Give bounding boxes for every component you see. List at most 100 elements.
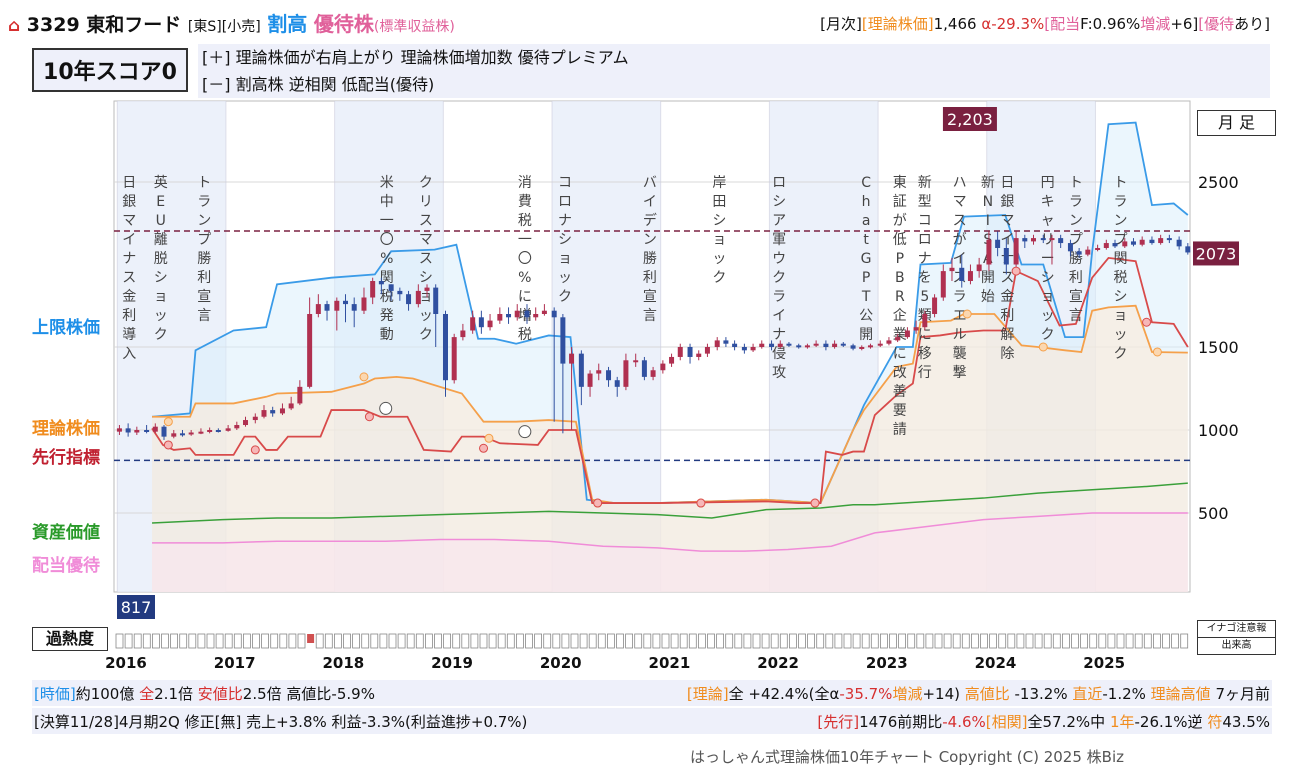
candle [551,307,557,422]
price-chart: 日銀マイナス金利導入英EU離脱ショックトランプ勝利宣言米中一〇%関税発動クリスマ… [105,100,1239,672]
event-char: 円 [1041,175,1055,191]
candle-body [524,310,530,318]
candle-body [1067,243,1073,252]
leading-marker [1142,317,1152,327]
event-char: 行 [918,365,932,381]
event-char: 公 [859,308,873,324]
event-char: C [861,175,871,191]
header-metric-part: α-29.3% [981,15,1045,33]
candle [895,333,901,343]
header-metrics: [月次][理論株価]1,466 α-29.3%[配当F:0.96%増減+6][優… [820,13,1270,34]
overheat-cell [261,633,270,649]
overheat-cell [688,633,697,649]
event-char: 攻 [772,365,786,381]
overheat-cell [825,633,834,649]
event-char: シ [419,270,433,286]
event-char: ナ [772,327,786,343]
candle-body [234,425,240,429]
candle-body [279,408,285,414]
monthly-button[interactable]: 月 足 [1197,110,1276,136]
candle [560,314,566,434]
candle-body [633,360,639,363]
overheat-cell [661,633,670,649]
event-char: ク [419,327,433,343]
candle [1095,244,1101,252]
candle [315,294,321,318]
candle-body [506,314,512,318]
event-char: が [953,232,967,248]
y-tick-label: 500 [1198,504,1229,523]
summary1-left-part: 2.1倍 [154,685,198,703]
event-char: ョ [1113,308,1127,324]
candle [1139,236,1145,247]
event-char: シ [558,232,572,248]
event-char: 請 [893,422,907,438]
overheat-cell [1116,633,1125,649]
candle-body [315,304,321,314]
candle [288,396,294,411]
candle [307,297,313,389]
event-char: ッ [712,251,726,267]
copyright: はっしゃん式理論株価10年チャート Copyright (C) 2025 株Bi… [690,748,1124,766]
overheat-cell [597,633,606,649]
candle-body [261,410,267,417]
home-icon[interactable]: ⌂ [8,16,21,36]
candle-body [660,363,666,371]
event-char: ハ [953,175,967,191]
candle [1003,238,1009,275]
candle-body [307,314,313,387]
event-char: 改 [893,365,907,381]
overheat-cell [770,633,779,649]
candle [940,264,946,301]
candle [279,403,285,416]
candle [796,343,802,349]
header-metric-part: 1,466 [933,15,982,33]
candle-body [606,370,612,381]
overheat-cell [488,633,497,649]
event-char: N [983,194,993,210]
event-char: 5 [920,289,929,305]
event-char: 宣 [643,289,657,305]
candle-body [895,337,901,341]
overheat-cell [151,633,160,649]
candle [334,297,340,331]
overheat-cell [461,633,470,649]
overheat-cell [870,633,879,649]
event-char: 税 [380,289,394,305]
volume-label: 出来高 [1197,637,1276,655]
summary1-left-part: 安値比 [197,685,243,703]
market-cap-summary: [時価]約100億 全2.1倍 安値比2.5倍 高値比-5.9% [34,683,375,704]
leading-marker [163,440,173,450]
event-char: ス [419,213,433,229]
overheat-cell [743,633,752,649]
event-char: マ [419,232,433,248]
event-char: に [518,289,532,305]
overheat-cell [570,633,579,649]
event-char: ン [197,213,211,229]
minus-line: [－] 割高株 逆相関 低配当(優待) [202,75,435,94]
candle [161,425,167,440]
candle [225,425,231,432]
min-flag [117,595,155,619]
event-label: 日銀マイナス金利解除 [1000,175,1014,362]
candle [759,340,765,349]
theory-marker [359,372,369,382]
candle-body [297,386,303,404]
overheat-cell [843,633,852,649]
candle-body [696,353,702,357]
overheat-cell [161,633,169,649]
candle-body [687,347,693,357]
summary2-right-part: [先行] [817,713,860,731]
candle [1103,239,1109,250]
summary1-left-part: 全 [139,685,155,703]
max-flag [942,107,997,131]
candle-body [1076,251,1082,255]
label-upper-price: 上限株価 [32,318,100,338]
overheat-cell [761,633,770,649]
candle [297,380,303,406]
event-char: ョ [419,289,433,305]
stock-name: 3329 東和フード [26,14,182,36]
